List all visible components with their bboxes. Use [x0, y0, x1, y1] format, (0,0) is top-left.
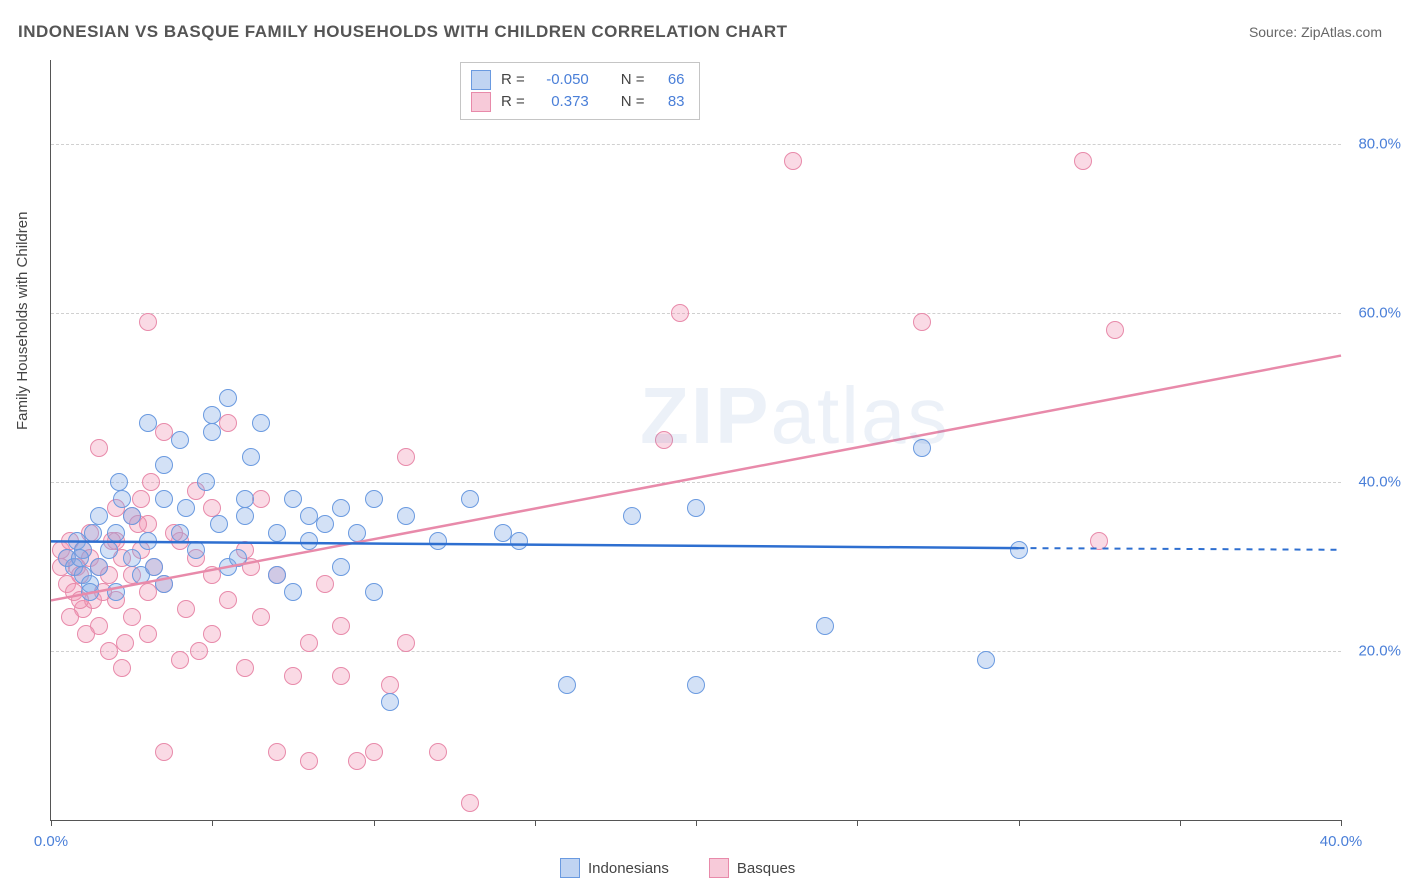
- x-tick: [1341, 820, 1342, 826]
- pink-n-value: 83: [655, 91, 685, 113]
- trend-line-blue: [51, 541, 1019, 548]
- legend-swatch-pink: [709, 858, 729, 878]
- legend-swatch-pink: [471, 92, 491, 112]
- trend-line-blue-dash: [1019, 548, 1342, 550]
- correlation-legend: R = -0.050 N = 66 R = 0.373 N = 83: [460, 62, 700, 120]
- legend-swatch-blue: [471, 70, 491, 90]
- n-label: N =: [621, 91, 645, 113]
- legend-item-basques: Basques: [709, 858, 795, 878]
- y-tick-label: 40.0%: [1346, 474, 1401, 491]
- r-label: R =: [501, 69, 525, 91]
- legend-row-blue: R = -0.050 N = 66: [471, 69, 685, 91]
- legend-item-indonesians: Indonesians: [560, 858, 669, 878]
- r-label: R =: [501, 91, 525, 113]
- legend-row-pink: R = 0.373 N = 83: [471, 91, 685, 113]
- x-tick-label: 0.0%: [34, 833, 68, 850]
- x-tick: [51, 820, 52, 826]
- trend-lines: [51, 60, 1341, 820]
- x-tick: [535, 820, 536, 826]
- y-tick-label: 20.0%: [1346, 643, 1401, 660]
- chart-title: INDONESIAN VS BASQUE FAMILY HOUSEHOLDS W…: [18, 22, 788, 42]
- n-label: N =: [621, 69, 645, 91]
- x-tick: [1180, 820, 1181, 826]
- legend-label-a: Indonesians: [588, 860, 669, 877]
- y-tick-label: 80.0%: [1346, 136, 1401, 153]
- x-tick: [374, 820, 375, 826]
- trend-line-pink: [51, 356, 1341, 601]
- series-legend: Indonesians Basques: [560, 858, 795, 878]
- x-tick: [1019, 820, 1020, 826]
- x-tick: [857, 820, 858, 826]
- x-tick: [212, 820, 213, 826]
- legend-label-b: Basques: [737, 860, 795, 877]
- y-axis-label: Family Households with Children: [14, 212, 31, 430]
- source-label: Source: ZipAtlas.com: [1249, 24, 1382, 40]
- blue-r-value: -0.050: [535, 69, 589, 91]
- x-tick: [696, 820, 697, 826]
- plot-area: 20.0%40.0%60.0%80.0%0.0%40.0%: [50, 60, 1341, 821]
- legend-swatch-blue: [560, 858, 580, 878]
- pink-r-value: 0.373: [535, 91, 589, 113]
- x-tick-label: 40.0%: [1320, 833, 1363, 850]
- blue-n-value: 66: [655, 69, 685, 91]
- y-tick-label: 60.0%: [1346, 305, 1401, 322]
